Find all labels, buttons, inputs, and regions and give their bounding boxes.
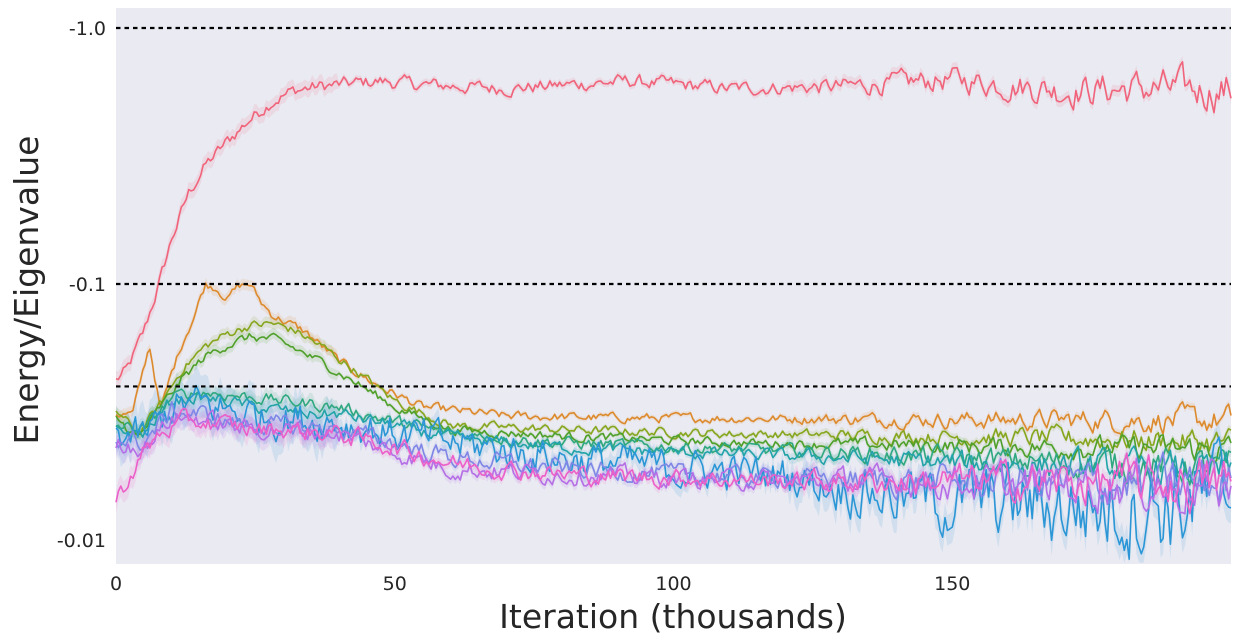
x-tick-label-2: 100 bbox=[655, 573, 691, 595]
reference-lines bbox=[116, 26, 1231, 388]
series-line-9 bbox=[115, 407, 1232, 515]
series-line-2 bbox=[115, 320, 1232, 454]
series-band-4 bbox=[116, 381, 1231, 490]
y-tick-labels: -1.0 -0.1 -0.01 bbox=[57, 18, 106, 552]
y-tick-label-2: -0.01 bbox=[57, 530, 106, 552]
series-line-1 bbox=[115, 282, 1232, 436]
series-band-9 bbox=[116, 397, 1231, 522]
series-line-5 bbox=[115, 390, 1232, 487]
y-tick-label-0: -1.0 bbox=[69, 18, 106, 40]
series-band-1 bbox=[116, 277, 1231, 439]
x-tick-label-3: 150 bbox=[934, 573, 970, 595]
series-line-3 bbox=[115, 332, 1232, 464]
x-tick-label-0: 0 bbox=[110, 573, 122, 595]
x-axis-label: Iteration (thousands) bbox=[499, 597, 847, 636]
series-lines bbox=[115, 60, 1232, 561]
x-tick-labels: 0 50 100 150 bbox=[110, 573, 970, 595]
y-tick-label-1: -0.1 bbox=[69, 274, 106, 296]
series-line-0 bbox=[115, 60, 1232, 381]
series-line-6 bbox=[115, 384, 1232, 561]
series-band-6 bbox=[116, 364, 1231, 563]
series-band-8 bbox=[116, 399, 1231, 522]
x-tick-label-1: 50 bbox=[383, 573, 407, 595]
y-axis-label: Energy/Eigenvalue bbox=[7, 136, 46, 445]
series-band-7 bbox=[116, 391, 1231, 512]
series-band-5 bbox=[116, 384, 1231, 491]
